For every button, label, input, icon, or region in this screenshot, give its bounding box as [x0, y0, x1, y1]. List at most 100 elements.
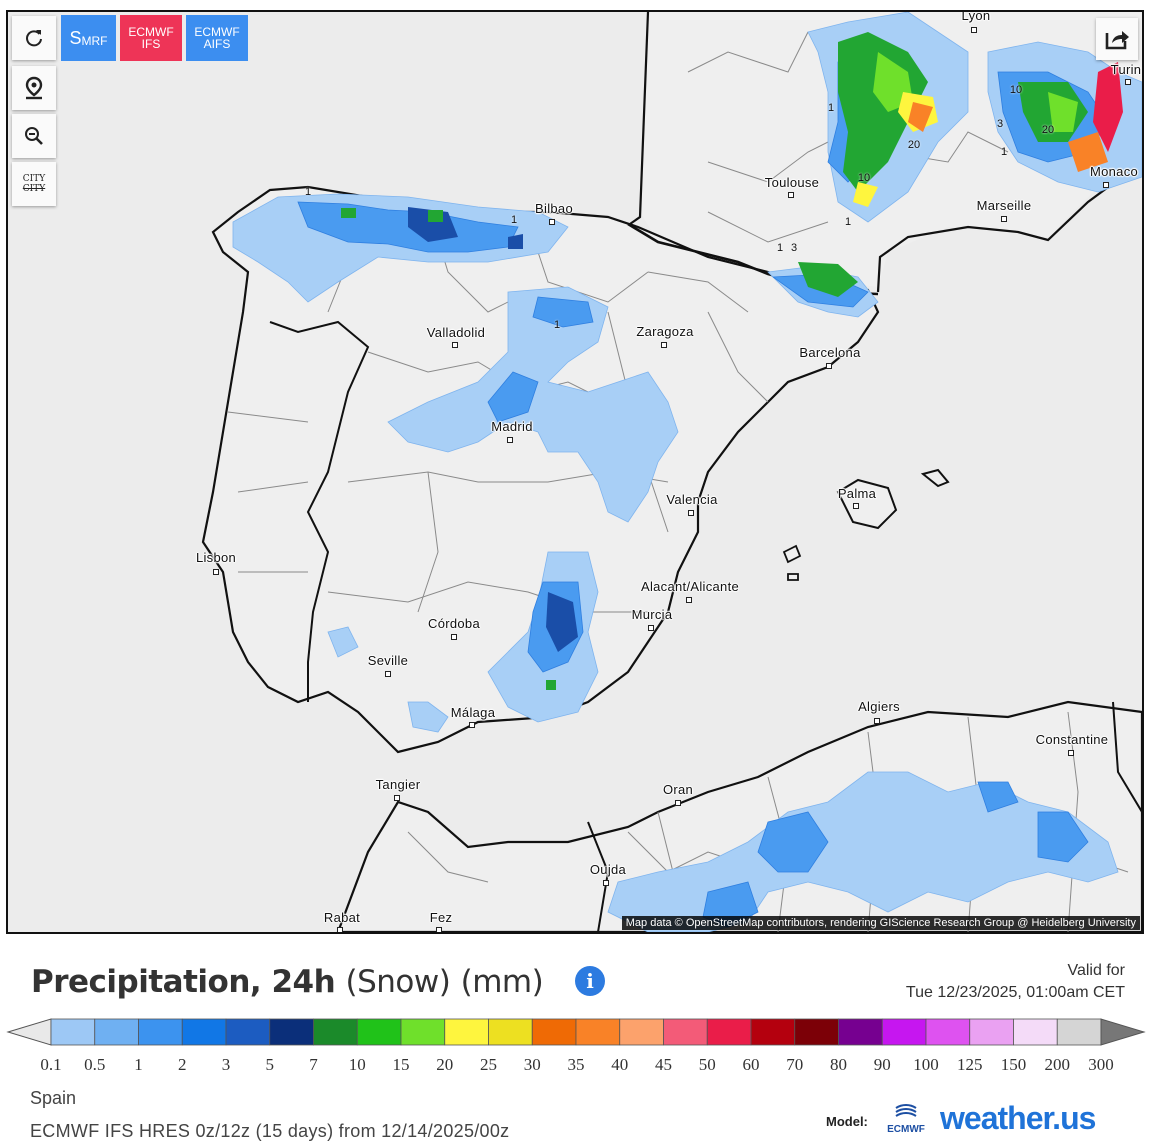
- scale-swatch: [619, 1018, 664, 1046]
- scale-swatch: [181, 1018, 227, 1046]
- scale-max-arrow: [1100, 1018, 1146, 1046]
- contour-label: 1: [844, 216, 852, 228]
- scale-tick-label: 200: [1044, 1055, 1071, 1074]
- contour-label: 10: [1009, 84, 1023, 96]
- city-marker: [971, 27, 977, 33]
- scale-tick-label: 30: [523, 1055, 541, 1074]
- city-label-alicante: Alacant/Alicante: [640, 579, 740, 594]
- contour-label: 20: [907, 139, 921, 151]
- precipitation-map[interactable]: 1 10 20 3 10 20 1 1 3 1 1 1 1 Lyon Turin…: [6, 10, 1144, 934]
- city-marker: [337, 927, 343, 932]
- refresh-button[interactable]: [12, 16, 56, 60]
- color-scale: [6, 1017, 1146, 1052]
- scale-swatch: [269, 1018, 314, 1046]
- city-label-oujda: Oujda: [589, 862, 627, 877]
- brand-block: Model: ECMWF weather.us: [826, 1092, 1126, 1142]
- scale-swatch: [575, 1018, 621, 1046]
- ecmwf-logo: ECMWF: [878, 1104, 934, 1135]
- scale-tick-label: 25: [480, 1055, 497, 1074]
- ecmwf-logo-icon: [895, 1104, 917, 1117]
- city-marker: [1068, 750, 1074, 756]
- map-attribution[interactable]: Map data © OpenStreetMap contributors, r…: [621, 916, 1140, 930]
- map-canvas: [8, 12, 1142, 932]
- location-button[interactable]: [12, 66, 56, 110]
- weather-us-logo[interactable]: weather.us: [940, 1100, 1096, 1136]
- city-marker: [394, 795, 400, 801]
- city-label-valencia: Valencia: [666, 492, 718, 507]
- city-label-monaco: Monaco: [1089, 164, 1139, 179]
- model-selector: S MRF ECMWF IFS ECMWF AIFS: [61, 15, 248, 61]
- city-marker: [213, 569, 219, 575]
- info-button[interactable]: i: [575, 966, 605, 996]
- scale-swatch: [50, 1018, 96, 1046]
- contour-label: 20: [1041, 124, 1055, 136]
- contour-label: 3: [996, 118, 1004, 130]
- scale-tick-label: 60: [742, 1055, 760, 1074]
- model-ecmwf-ifs-button[interactable]: ECMWF IFS: [120, 15, 182, 61]
- scale-swatch: [881, 1018, 927, 1046]
- contour-label: 1: [553, 319, 561, 331]
- city-marker: [549, 219, 555, 225]
- contour-label: 1: [304, 186, 312, 198]
- refresh-icon: [26, 30, 42, 47]
- location-pin-icon: [25, 76, 43, 100]
- scale-tick-label: 0.5: [84, 1055, 106, 1074]
- scale-tick-label: 35: [567, 1055, 585, 1074]
- scale-tick-label: 5: [265, 1055, 275, 1074]
- scale-tick-label: 20: [436, 1055, 454, 1074]
- scale-swatch: [313, 1018, 358, 1046]
- city-marker: [686, 597, 692, 603]
- scale-swatch: [925, 1018, 971, 1046]
- city-label-on: CITY: [22, 174, 46, 184]
- city-label-palma: Palma: [837, 486, 877, 501]
- scale-swatch: [969, 1018, 1014, 1046]
- contour-label: 1: [1000, 146, 1008, 158]
- city-marker: [853, 503, 859, 509]
- map-title: Precipitation, 24h (Snow) (mm): [31, 964, 544, 1000]
- model-smrf-button[interactable]: S MRF: [61, 15, 116, 61]
- contour-label: 1: [827, 102, 835, 114]
- scale-tick-label: 125: [957, 1055, 983, 1074]
- city-label-cordoba: Córdoba: [428, 616, 480, 631]
- city-marker: [436, 927, 442, 932]
- scale-tick-label: 45: [655, 1055, 672, 1074]
- scale-tick-label: 40: [611, 1055, 629, 1074]
- city-label-fez: Fez: [429, 910, 453, 925]
- city-label-marseille: Marseille: [976, 198, 1032, 213]
- contour-label: 10: [857, 172, 871, 184]
- scale-tick-label: 50: [698, 1055, 716, 1074]
- city-label-lyon: Lyon: [961, 10, 991, 23]
- city-marker: [603, 880, 609, 886]
- scale-tick-label: 10: [348, 1055, 366, 1074]
- city-marker: [661, 342, 667, 348]
- scale-swatch: [706, 1018, 752, 1046]
- city-label-seville: Seville: [367, 653, 409, 668]
- city-marker: [385, 671, 391, 677]
- model-ecmwf-aifs-button[interactable]: ECMWF AIFS: [186, 15, 248, 61]
- city-label-malaga: Málaga: [450, 705, 496, 720]
- city-marker: [469, 722, 475, 728]
- valid-datetime: Tue 12/23/2025, 01:00am CET: [905, 984, 1125, 1001]
- scale-swatch: [225, 1018, 271, 1046]
- model-run-info: ECMWF IFS HRES 0z/12z (15 days) from 12/…: [30, 1121, 510, 1141]
- scale-tick-label: 150: [1000, 1055, 1027, 1074]
- city-marker: [451, 634, 457, 640]
- share-button[interactable]: [1096, 18, 1138, 60]
- city-toggle-button[interactable]: CITY CITY: [12, 162, 56, 206]
- valid-time: Valid for Tue 12/23/2025, 01:00am CET: [906, 960, 1125, 1004]
- scale-swatch: [794, 1018, 839, 1046]
- city-marker: [675, 800, 681, 806]
- city-label-tangier: Tangier: [375, 777, 421, 792]
- scale-tick-label: 2: [178, 1055, 187, 1074]
- scale-swatch: [356, 1018, 402, 1046]
- city-marker: [688, 510, 694, 516]
- scale-swatch: [1056, 1018, 1102, 1046]
- info-icon: i: [586, 969, 594, 993]
- valid-label: Valid for: [1067, 962, 1125, 979]
- city-label-barcelona: Barcelona: [799, 345, 861, 360]
- city-marker: [1001, 216, 1007, 222]
- city-marker: [1103, 182, 1109, 188]
- zoom-out-button[interactable]: [12, 114, 56, 158]
- scale-swatch: [531, 1018, 577, 1046]
- city-marker: [452, 342, 458, 348]
